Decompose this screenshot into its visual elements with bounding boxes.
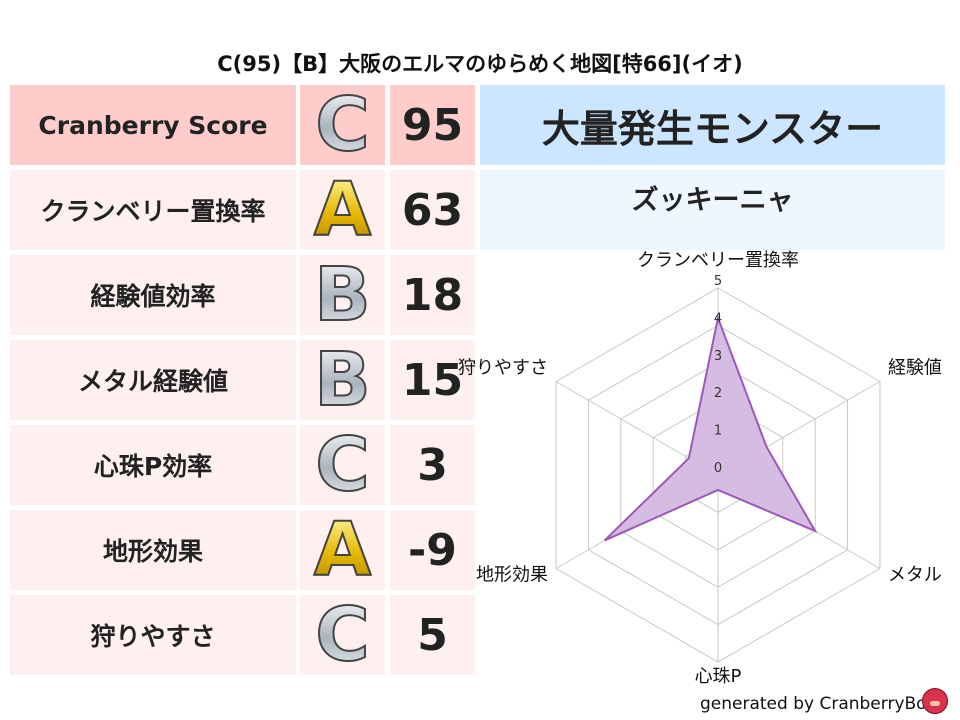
row-label: 心珠P効率 xyxy=(10,425,296,505)
grade-letter: B xyxy=(313,252,371,338)
row-label: 経験値効率 xyxy=(10,255,296,335)
tick-label: 0 xyxy=(714,461,722,476)
tick-label: 1 xyxy=(714,424,722,439)
grade-badge: A xyxy=(300,170,385,250)
grade-badge: C xyxy=(300,85,385,165)
row-label: クランベリー置換率 xyxy=(10,170,296,250)
grade-letter: B xyxy=(313,337,371,423)
grade-letter: C xyxy=(314,592,370,678)
row-label: 地形効果 xyxy=(10,510,296,590)
grade-badge: C xyxy=(300,595,385,675)
axis-label: 心珠P xyxy=(695,666,742,687)
row-value: 3 xyxy=(390,425,475,505)
tick-label: 4 xyxy=(714,311,722,326)
axis-label: クランベリー置換率 xyxy=(637,250,799,271)
grade-badge: B xyxy=(300,255,385,335)
row-value: 95 xyxy=(390,85,475,165)
monster-name: ズッキーニャ xyxy=(480,170,945,250)
grade-badge: A xyxy=(300,510,385,590)
tick-label: 3 xyxy=(714,349,722,364)
grade-badge: B xyxy=(300,340,385,420)
monster-header: 大量発生モンスター xyxy=(480,85,945,165)
axis-label: メタル xyxy=(888,565,942,586)
row-label: Cranberry Score xyxy=(10,85,296,165)
grade-letter: C xyxy=(314,82,370,168)
axis-label: 経験値 xyxy=(888,358,942,379)
row-value: 5 xyxy=(390,595,475,675)
row-value: -9 xyxy=(390,510,475,590)
axis-label: 地形効果 xyxy=(476,565,548,586)
row-value: 15 xyxy=(390,340,475,420)
tick-label: 2 xyxy=(714,386,722,401)
row-label: 狩りやすさ xyxy=(10,595,296,675)
cranberry-bot-icon xyxy=(922,688,948,714)
grade-badge: C xyxy=(300,425,385,505)
page-title: C(95)【B】大阪のエルマのゆらめく地図[特66](イオ) xyxy=(217,52,743,76)
footer-credit: generated by CranberryBot xyxy=(700,694,934,714)
row-value: 18 xyxy=(390,255,475,335)
row-value: 63 xyxy=(390,170,475,250)
grade-letter: C xyxy=(314,422,370,508)
axis-label: 狩りやすさ xyxy=(458,358,548,379)
row-label: メタル経験値 xyxy=(10,340,296,420)
grade-letter: A xyxy=(313,167,372,253)
grade-letter: A xyxy=(313,507,372,593)
tick-label: 5 xyxy=(714,274,722,289)
data-area xyxy=(603,314,818,542)
